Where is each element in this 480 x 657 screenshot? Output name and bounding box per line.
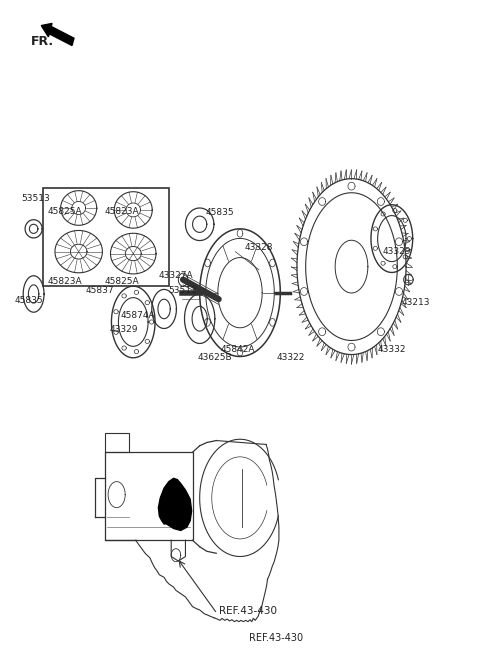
Text: 43625B: 43625B xyxy=(197,353,232,362)
Text: 53513: 53513 xyxy=(22,194,50,203)
Text: 43327A: 43327A xyxy=(158,271,193,280)
Text: 45825A: 45825A xyxy=(48,207,83,215)
Text: 45835: 45835 xyxy=(206,208,234,217)
Text: 43329: 43329 xyxy=(383,247,411,256)
Text: 43329: 43329 xyxy=(109,325,138,334)
Text: 43322: 43322 xyxy=(277,353,305,362)
Text: 53513: 53513 xyxy=(168,286,197,295)
Text: 45835: 45835 xyxy=(14,296,43,305)
Text: 43332: 43332 xyxy=(378,345,406,354)
Text: 43213: 43213 xyxy=(401,298,430,307)
Text: REF.43-430: REF.43-430 xyxy=(250,633,304,643)
Text: 45825A: 45825A xyxy=(105,277,139,286)
Text: 45823A: 45823A xyxy=(48,277,83,286)
Text: 45874A: 45874A xyxy=(120,311,155,320)
Text: 45842A: 45842A xyxy=(221,345,255,354)
Text: FR.: FR. xyxy=(31,35,54,49)
Text: 45823A: 45823A xyxy=(105,207,139,215)
Polygon shape xyxy=(158,478,192,530)
Text: 43328: 43328 xyxy=(245,242,273,252)
Text: REF.43-430: REF.43-430 xyxy=(219,606,276,616)
Bar xyxy=(43,189,169,286)
Text: 45837: 45837 xyxy=(86,286,114,295)
FancyArrow shape xyxy=(41,24,74,45)
